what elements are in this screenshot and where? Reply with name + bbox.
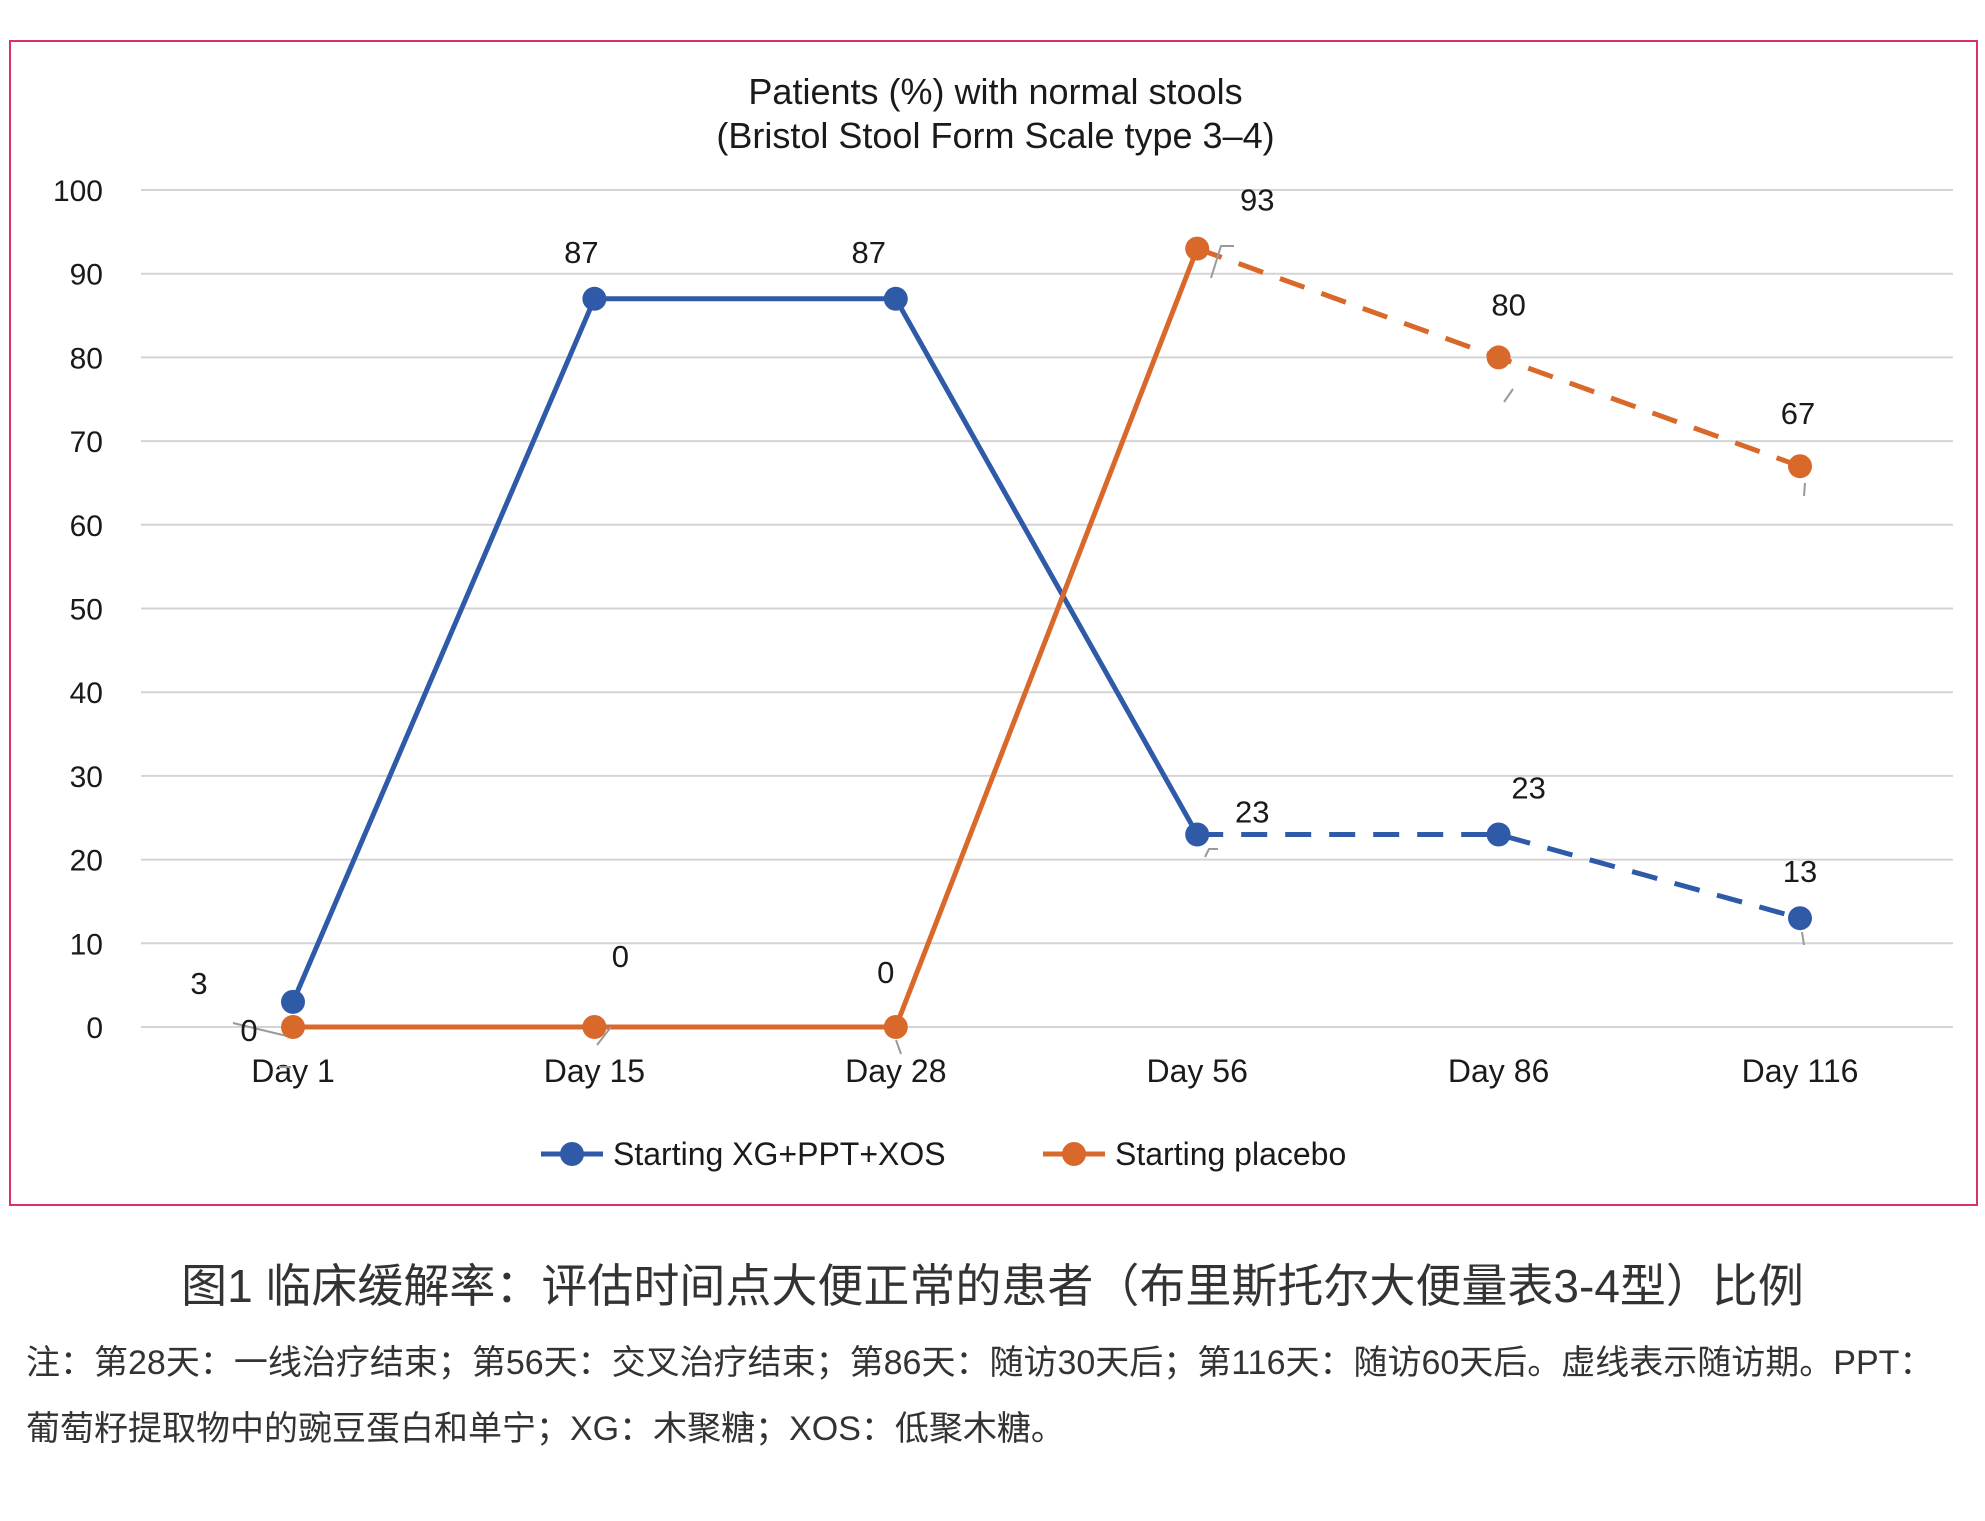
y-tick-label: 20	[70, 845, 103, 878]
label-leader	[1801, 931, 1805, 946]
data-point	[582, 1015, 607, 1039]
x-tick-label: Day 15	[544, 1053, 645, 1089]
label-leader	[232, 1022, 292, 1038]
data-label: 87	[564, 235, 598, 270]
label-leader	[1503, 388, 1514, 403]
chart-subtitle: (Bristol Stool Form Scale type 3–4)	[716, 115, 1275, 156]
data-label: 23	[1235, 794, 1269, 829]
series-line-solid	[293, 247, 1200, 1030]
y-tick-label: 40	[70, 677, 103, 710]
data-point	[1185, 236, 1210, 261]
data-label: 0	[240, 1013, 257, 1048]
data-labels: 3 87 87 23 23 13 0 0 0 93 80 67	[190, 183, 1817, 1048]
label-leaders	[232, 245, 1806, 1068]
series-lines	[290, 246, 1801, 1030]
y-tick-label: 10	[70, 928, 103, 961]
x-tick-label: Day 86	[1448, 1053, 1549, 1089]
y-tick-label: 90	[70, 259, 103, 292]
legend-label: Starting placebo	[1115, 1136, 1346, 1172]
data-label: 87	[852, 235, 886, 270]
label-leader	[596, 1026, 612, 1046]
label-leader	[1210, 245, 1234, 279]
series-line-solid	[290, 296, 1200, 1003]
legend-label: Starting XG+PPT+XOS	[613, 1136, 946, 1172]
x-tick-label: Day 56	[1147, 1053, 1248, 1089]
x-tick-label: Day 116	[1742, 1053, 1859, 1089]
series-points	[281, 236, 1812, 1039]
data-point	[1486, 345, 1511, 370]
data-point	[883, 1015, 908, 1039]
legend-swatch-marker	[1062, 1142, 1086, 1166]
chart-title: Patients (%) with normal stools	[748, 71, 1243, 112]
legend: Starting XG+PPT+XOS Starting placebo	[541, 1136, 1346, 1172]
legend-swatch-marker	[560, 1142, 584, 1166]
y-tick-label: 70	[70, 426, 103, 459]
data-label: 0	[877, 955, 894, 990]
figure-note: 注：第28天：一线治疗结束；第56天：交叉治疗结束；第86天：随访30天后；第1…	[26, 1344, 1934, 1448]
y-tick-label: 100	[53, 175, 103, 208]
data-label: 0	[612, 939, 629, 974]
grid-lines	[141, 189, 1953, 1028]
data-point	[281, 989, 305, 1014]
figure-caption: 图1 临床缓解率：评估时间点大便正常的患者（布里斯托尔大便量表3-4型）比例	[181, 1260, 1804, 1312]
x-tick-label: Day 28	[845, 1053, 946, 1089]
data-point	[883, 286, 908, 311]
chart-frame: Patients (%) with normal stools (Bristol…	[9, 40, 1978, 1206]
data-point	[1486, 822, 1511, 847]
y-tick-label: 50	[70, 594, 103, 627]
data-point	[1185, 822, 1210, 847]
y-tick-label: 80	[70, 342, 103, 375]
data-point	[1788, 454, 1812, 479]
label-leader	[1803, 482, 1806, 497]
data-label: 23	[1511, 770, 1545, 805]
y-tick-label: 30	[70, 761, 103, 794]
data-point	[1788, 906, 1812, 931]
x-tick-label: Day 1	[251, 1053, 335, 1089]
data-point	[582, 286, 607, 311]
y-axis-ticks: 0 10 20 30 40 50 60 70 80 90 100	[53, 175, 103, 1045]
series-line-dashed	[1197, 831, 1801, 921]
label-leader	[1204, 848, 1218, 858]
x-axis-ticks: Day 1 Day 15 Day 28 Day 56 Day 86 Day 116	[251, 1053, 1858, 1089]
data-label: 93	[1240, 183, 1274, 218]
y-tick-label: 60	[70, 510, 103, 543]
data-label: 3	[190, 966, 207, 1001]
y-tick-label: 0	[86, 1012, 103, 1045]
data-label: 13	[1783, 854, 1817, 889]
data-label: 80	[1491, 287, 1525, 322]
data-label: 67	[1781, 396, 1815, 431]
data-point	[281, 1015, 305, 1039]
label-leader	[895, 1039, 902, 1055]
